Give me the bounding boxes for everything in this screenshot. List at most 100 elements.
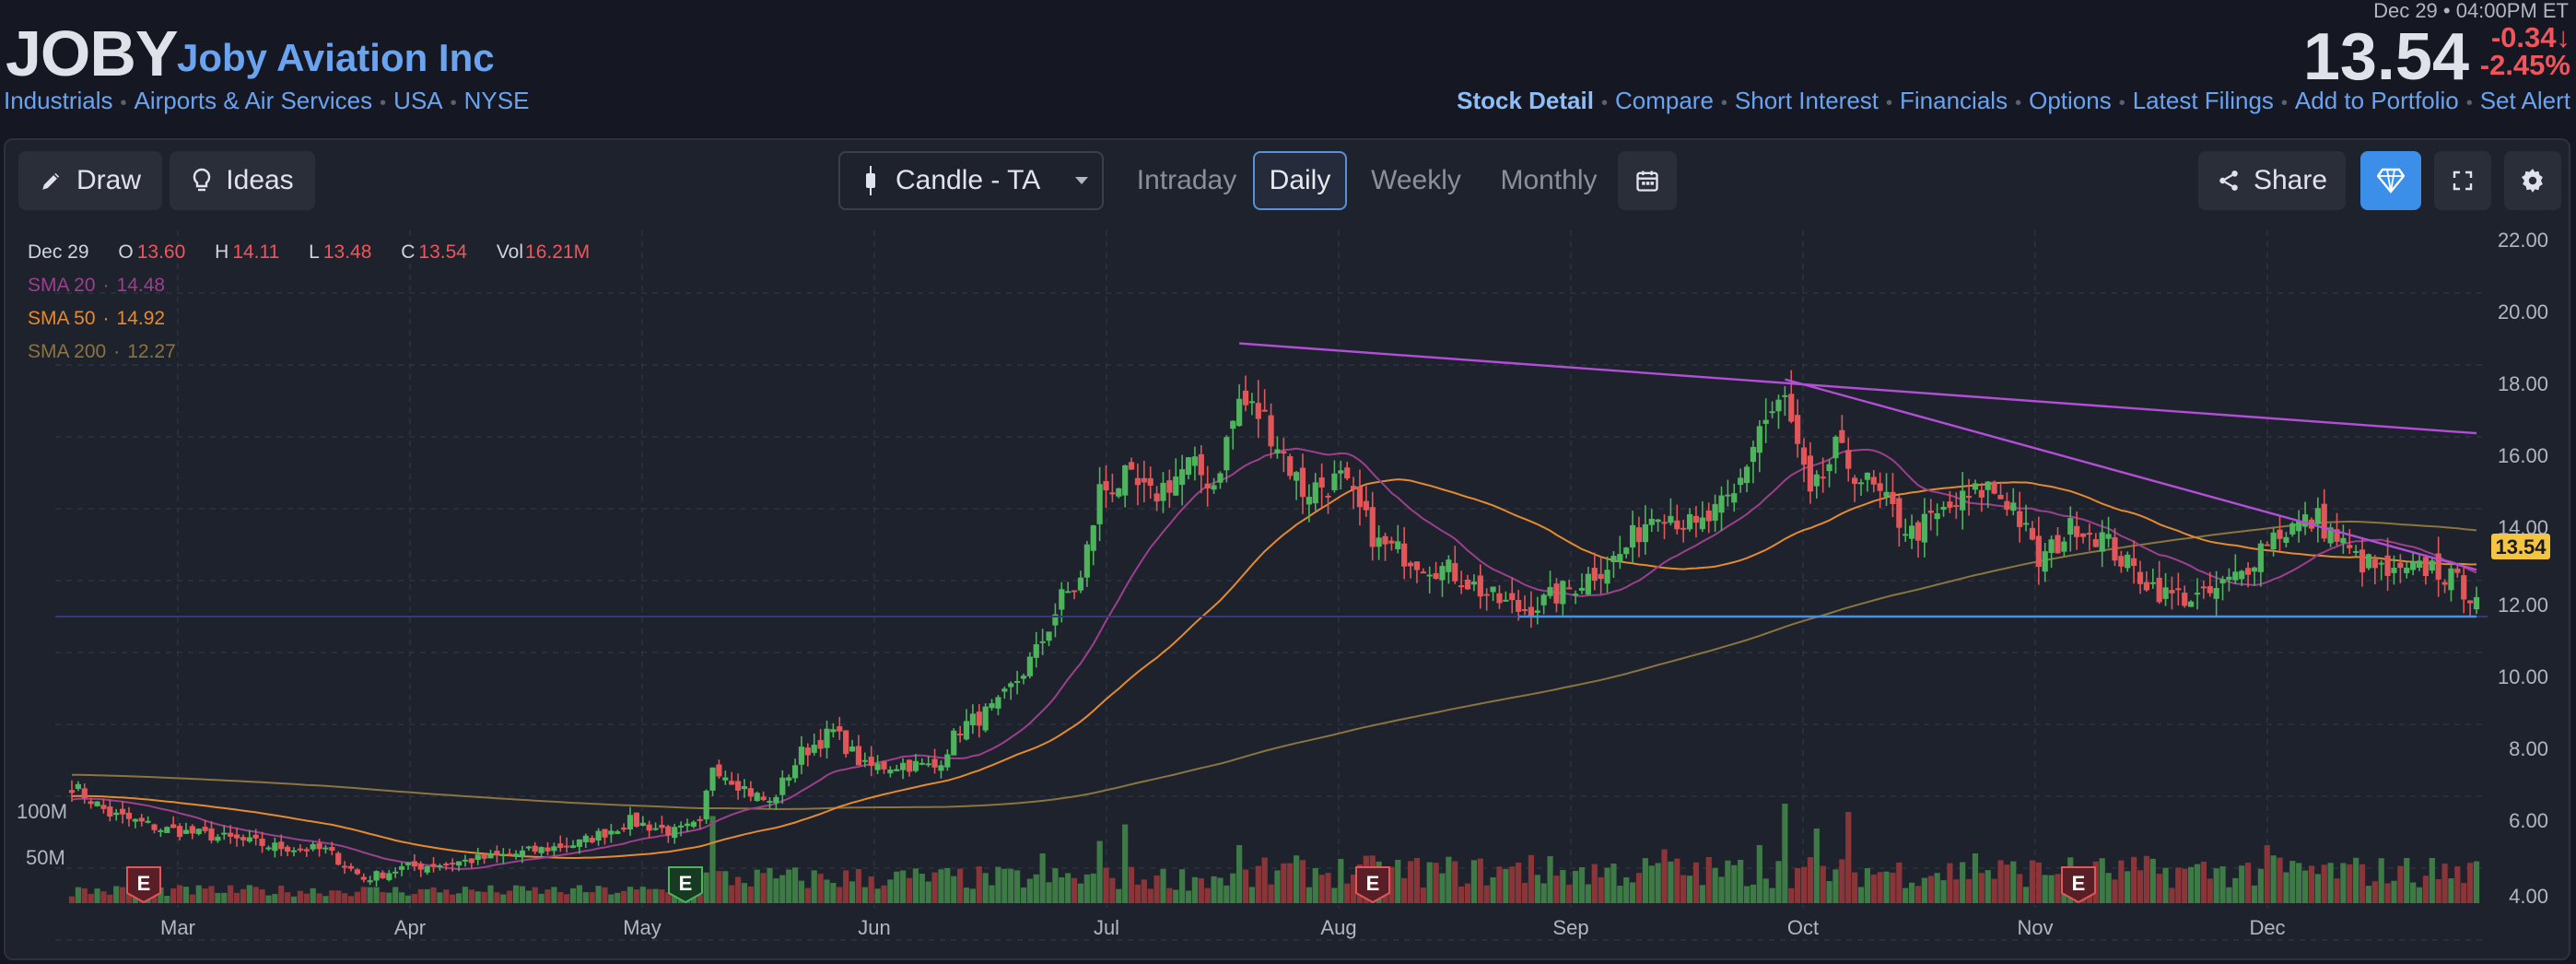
candle xyxy=(2022,504,2030,532)
draw-button[interactable]: Draw xyxy=(18,151,162,210)
candle-body xyxy=(1610,556,1617,562)
candle-body xyxy=(1268,415,1274,447)
tag-country[interactable]: USA xyxy=(393,87,443,114)
tag-industry[interactable]: Airports & Air Services xyxy=(134,87,373,114)
candle-body xyxy=(1598,573,1604,580)
nav-add-to-portfolio[interactable]: Add to Portfolio xyxy=(2294,87,2459,114)
candle-body xyxy=(1059,589,1065,610)
earnings-label: E xyxy=(1366,872,1380,895)
candle-body xyxy=(2473,596,2480,610)
candle xyxy=(316,839,322,857)
ideas-button[interactable]: Ideas xyxy=(170,151,315,210)
candle-body xyxy=(404,863,412,865)
volume-bar xyxy=(2194,864,2201,903)
chevron-down-icon xyxy=(1075,177,1089,184)
volume-bar xyxy=(1914,886,1922,903)
volume-bar xyxy=(633,889,640,903)
candle-body xyxy=(931,758,938,768)
candle-body xyxy=(342,865,348,868)
tab-daily[interactable]: Daily xyxy=(1253,151,1347,210)
volume-bar xyxy=(602,887,608,903)
svg-text:SMA 50·14.92: SMA 50 · 14.92 xyxy=(28,308,165,329)
volume-bar xyxy=(1890,872,1896,903)
volume-bar xyxy=(1648,865,1655,903)
volume-bar xyxy=(1540,883,1547,903)
tab-weekly[interactable]: Weekly xyxy=(1371,165,1461,195)
candle-body xyxy=(462,859,469,862)
volume-bar xyxy=(208,886,215,903)
candle xyxy=(342,861,348,874)
tab-intraday[interactable]: Intraday xyxy=(1136,165,1237,195)
fullscreen-button[interactable] xyxy=(2434,151,2491,210)
candle xyxy=(1807,441,1814,504)
volume-bar xyxy=(1071,877,1078,903)
candle-body xyxy=(1090,525,1096,551)
nav-options[interactable]: Options xyxy=(2029,87,2112,114)
nav-compare[interactable]: Compare xyxy=(1614,87,1714,114)
candle-body xyxy=(2086,533,2093,535)
tag-sector[interactable]: Industrials xyxy=(4,87,113,114)
volume-bar xyxy=(1965,878,1973,903)
candle xyxy=(1134,463,1142,506)
candle xyxy=(2289,521,2296,537)
candle-body xyxy=(1147,477,1153,487)
candle xyxy=(2188,600,2195,607)
candle-body xyxy=(2365,554,2372,569)
volume-bar xyxy=(1903,888,1909,903)
volume-bar xyxy=(589,892,595,903)
trendlines[interactable] xyxy=(55,342,2488,618)
volume-bar xyxy=(2055,874,2061,903)
nav-stock-detail[interactable]: Stock Detail xyxy=(1457,87,1594,114)
earnings-marker[interactable]: E xyxy=(1355,866,1390,904)
x-tick-label: Apr xyxy=(394,916,426,939)
candle xyxy=(1331,460,1338,493)
candle xyxy=(1648,509,1655,533)
x-tick-label: Sep xyxy=(1552,916,1588,939)
candle-body xyxy=(1439,566,1446,581)
share-button[interactable]: Share xyxy=(2198,151,2346,210)
earnings-marker[interactable]: E xyxy=(126,866,161,904)
chart-type-select[interactable]: Candle - TA xyxy=(838,151,1104,210)
volume-bar xyxy=(874,888,881,903)
candle-body xyxy=(1433,572,1439,580)
company-name[interactable]: Joby Aviation Inc xyxy=(177,36,495,79)
candle-body xyxy=(1528,606,1535,617)
candle-body xyxy=(1096,484,1103,524)
candle xyxy=(1934,503,1940,536)
nav-set-alert[interactable]: Set Alert xyxy=(2479,87,2570,114)
candle xyxy=(1985,481,1991,509)
nav-short-interest[interactable]: Short Interest xyxy=(1734,87,1879,114)
premium-button[interactable] xyxy=(2360,151,2421,210)
candle-body xyxy=(894,769,900,771)
volume-bar xyxy=(2035,862,2042,903)
candle xyxy=(81,783,88,805)
candle xyxy=(1141,460,1147,503)
volume-bar xyxy=(2200,861,2207,903)
candle xyxy=(811,733,817,756)
tag-exchange[interactable]: NYSE xyxy=(463,87,530,114)
calendar-button[interactable] xyxy=(1618,151,1677,210)
candle-body xyxy=(525,846,532,849)
nav-financials[interactable]: Financials xyxy=(1900,87,2008,114)
candle xyxy=(2270,527,2277,557)
earnings-markers[interactable]: E E E E xyxy=(126,866,2096,904)
candle-body xyxy=(1369,507,1376,547)
candle xyxy=(2086,523,2093,551)
candle xyxy=(1458,570,1465,594)
volume-bar xyxy=(259,888,265,903)
calendar-icon xyxy=(1636,170,1658,192)
settings-button[interactable] xyxy=(2504,151,2561,210)
candle xyxy=(1090,524,1096,566)
candle xyxy=(532,841,538,854)
tab-monthly[interactable]: Monthly xyxy=(1500,165,1598,195)
volume-bar xyxy=(2112,879,2118,903)
candle-body xyxy=(582,835,589,842)
earnings-marker[interactable]: E xyxy=(668,866,703,904)
nav-latest-filings[interactable]: Latest Filings xyxy=(2132,87,2274,114)
candle-body xyxy=(1648,518,1655,525)
candle xyxy=(894,764,900,772)
candle-body xyxy=(1553,583,1560,604)
earnings-marker[interactable]: E xyxy=(2061,866,2096,904)
candle-body xyxy=(1699,517,1705,530)
